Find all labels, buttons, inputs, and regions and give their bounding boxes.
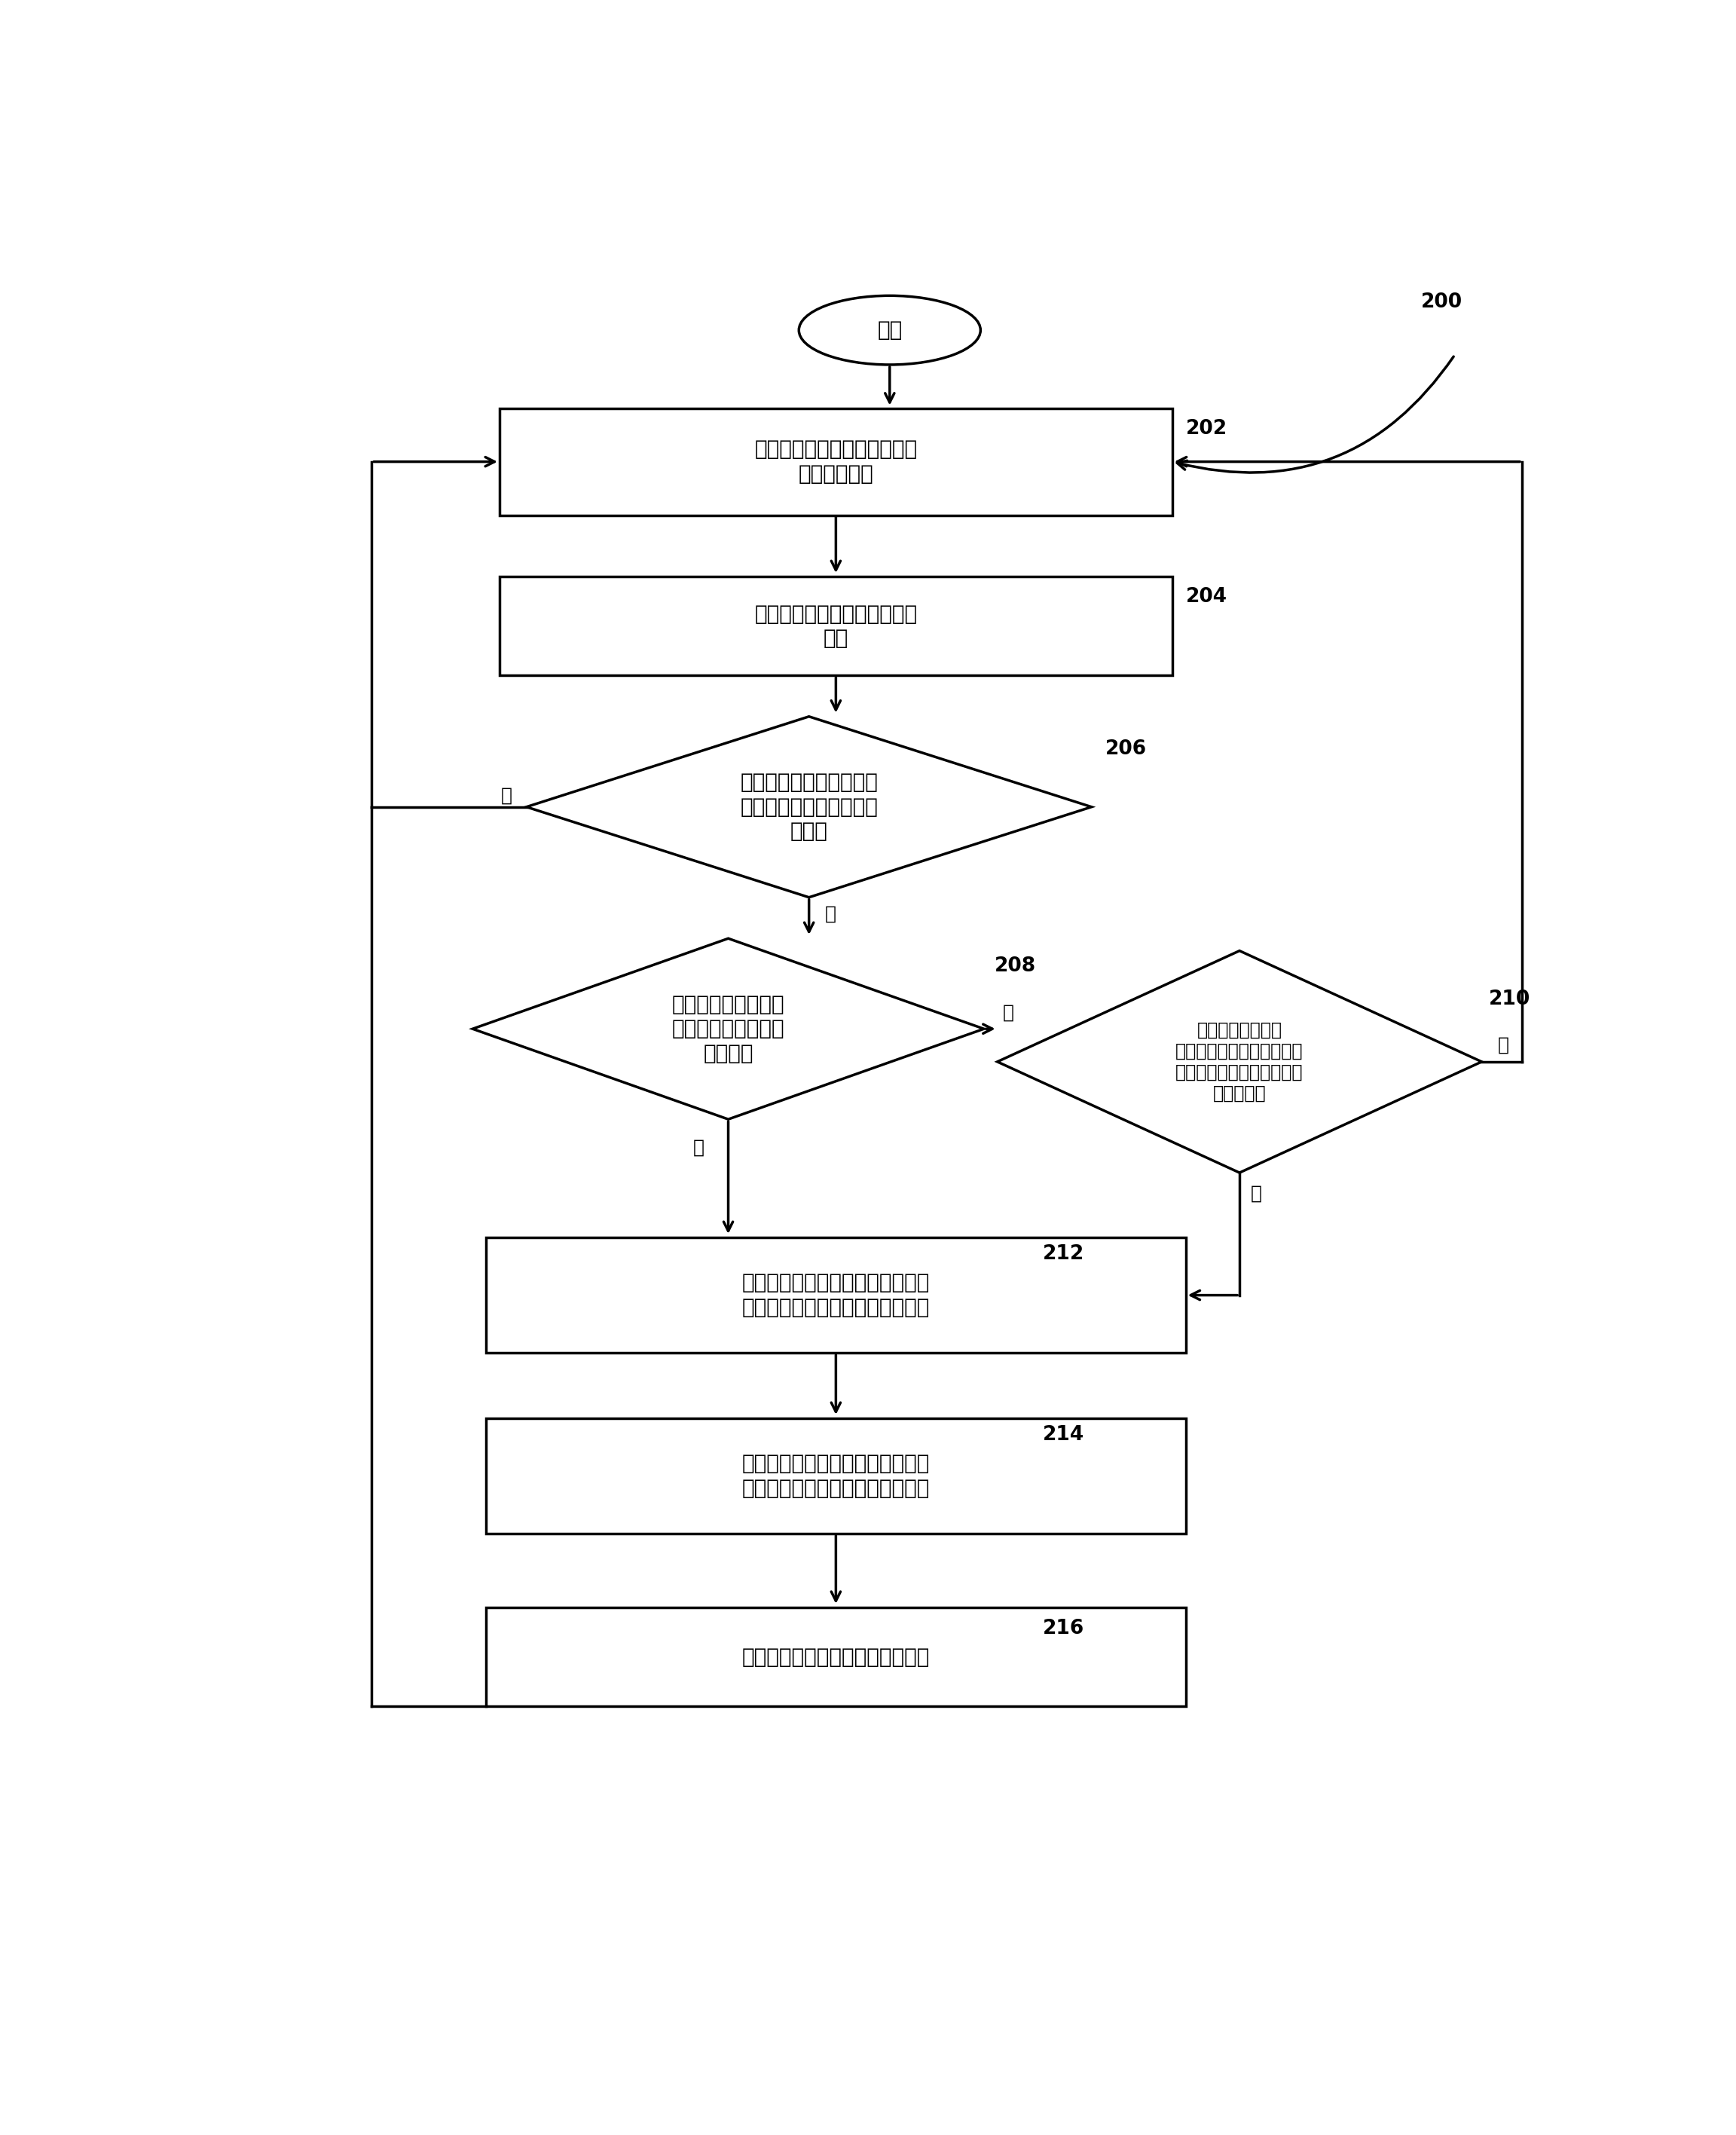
Text: 200: 200: [1422, 292, 1463, 312]
Text: 206: 206: [1104, 739, 1146, 760]
Text: 自主机接收多个命令并储存至
一个命令对列: 自主机接收多个命令并储存至 一个命令对列: [755, 440, 917, 485]
Text: 计算该命令欲存取的逻辑地址
范围: 计算该命令欲存取的逻辑地址 范围: [755, 604, 917, 649]
Text: 是: 是: [1003, 1003, 1014, 1021]
Text: 是否该等命令中的数个写
入命令的逻辑地址范围相
重叠？: 是否该等命令中的数个写 入命令的逻辑地址范围相 重叠？: [740, 773, 878, 841]
Text: 向存储器发送一合并写入命令及该
合并写入数据以执行该等写入命令: 向存储器发送一合并写入命令及该 合并写入数据以执行该等写入命令: [741, 1454, 930, 1499]
Text: 216: 216: [1043, 1618, 1085, 1640]
Text: 是: 是: [825, 905, 837, 922]
Text: 自该命令队列中删除该等写入命令: 自该命令队列中删除该等写入命令: [741, 1646, 930, 1667]
Text: 204: 204: [1186, 587, 1227, 606]
Text: 208: 208: [995, 956, 1036, 976]
Bar: [486, 1418, 1186, 1533]
Bar: [500, 576, 1172, 675]
Bar: [486, 1238, 1186, 1354]
Text: 是否该读取命令的
逻辑地址范围与该等写入命
令的逻辑地址范围的重叠部
分相重叠？: 是否该读取命令的 逻辑地址范围与该等写入命 令的逻辑地址范围的重叠部 分相重叠？: [1175, 1021, 1304, 1102]
Text: 将该等写入命令对应的写入数据于
一缓存器中合并为一合并写入数据: 将该等写入命令对应的写入数据于 一缓存器中合并为一合并写入数据: [741, 1272, 930, 1317]
Text: 212: 212: [1043, 1245, 1085, 1264]
Text: 202: 202: [1186, 418, 1227, 438]
Text: 开始: 开始: [877, 320, 903, 342]
Text: 否: 否: [693, 1138, 705, 1157]
Bar: [486, 1608, 1186, 1706]
Text: 210: 210: [1488, 989, 1529, 1010]
Text: 是否该等写入命令之
间有穿插一至数个读
取命令？: 是否该等写入命令之 间有穿插一至数个读 取命令？: [672, 995, 785, 1063]
Text: 否: 否: [500, 786, 512, 805]
Text: 是: 是: [1498, 1035, 1509, 1055]
Text: 214: 214: [1043, 1426, 1085, 1445]
Bar: [500, 408, 1172, 515]
Text: 否: 否: [1250, 1185, 1262, 1202]
